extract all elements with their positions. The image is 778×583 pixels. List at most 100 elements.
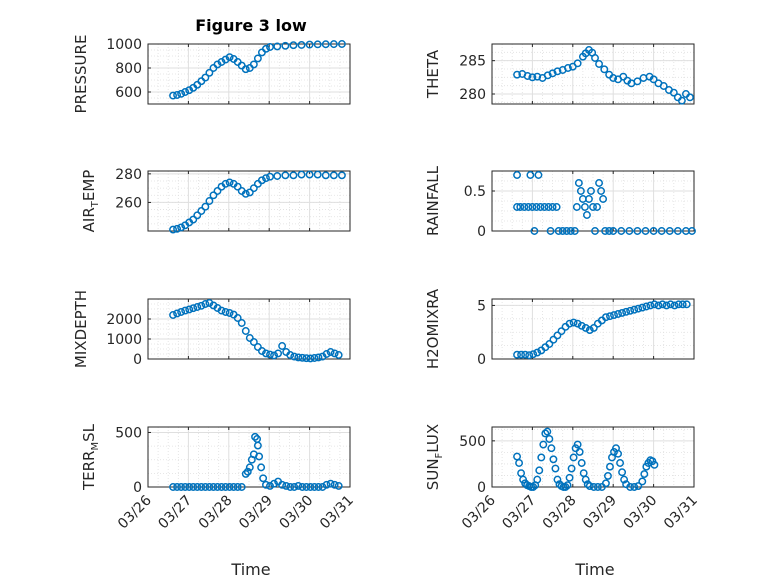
data-point bbox=[213, 483, 222, 491]
data-point bbox=[237, 483, 246, 491]
data-point bbox=[314, 353, 323, 362]
data-point bbox=[549, 335, 558, 344]
data-point bbox=[318, 483, 327, 491]
x-tick-label: 03/30 bbox=[621, 493, 661, 533]
data-point bbox=[546, 227, 555, 235]
data-point bbox=[540, 203, 549, 211]
data-point bbox=[533, 72, 542, 81]
data-point bbox=[282, 481, 291, 490]
data-point bbox=[646, 301, 655, 310]
data-point bbox=[326, 479, 335, 488]
data-point bbox=[553, 67, 562, 76]
data-point bbox=[225, 53, 234, 62]
grid bbox=[148, 171, 350, 231]
data-point bbox=[553, 475, 562, 484]
data-point bbox=[595, 179, 604, 187]
data-point bbox=[603, 471, 612, 480]
data-point bbox=[562, 227, 571, 235]
x-tick-label: 03/30 bbox=[277, 493, 317, 533]
y-tick-label: 500 bbox=[459, 434, 486, 450]
data-point bbox=[566, 227, 575, 235]
data-point bbox=[205, 197, 214, 205]
data-point bbox=[221, 308, 230, 316]
x-tick-label: 03/26 bbox=[115, 492, 155, 532]
data-point bbox=[173, 483, 182, 491]
data-point bbox=[634, 304, 643, 313]
y-tick-label: 500 bbox=[115, 425, 142, 441]
data-point bbox=[641, 227, 650, 235]
data-point bbox=[313, 170, 322, 179]
data-point bbox=[310, 483, 319, 491]
axes-box bbox=[147, 170, 351, 232]
subplot-3: 260 280 AIRTEMP bbox=[80, 167, 351, 234]
data-point bbox=[193, 303, 202, 311]
data-point bbox=[688, 227, 696, 235]
data-point bbox=[209, 191, 218, 200]
data-point bbox=[535, 466, 544, 475]
data-point bbox=[589, 203, 597, 211]
data-point bbox=[281, 41, 290, 50]
data-point bbox=[537, 453, 546, 462]
data-point bbox=[189, 483, 198, 491]
data-point bbox=[618, 468, 627, 477]
data-point bbox=[217, 483, 226, 491]
data-point bbox=[558, 227, 567, 235]
data-point bbox=[553, 331, 562, 340]
data-point bbox=[630, 305, 639, 314]
data-point bbox=[302, 483, 311, 491]
data-point bbox=[257, 176, 266, 185]
data-point bbox=[305, 40, 314, 49]
data-point bbox=[532, 203, 541, 211]
data-point bbox=[273, 42, 282, 51]
data-point bbox=[576, 187, 585, 195]
data-point bbox=[593, 203, 601, 211]
data-point bbox=[634, 482, 643, 491]
data-point bbox=[589, 323, 598, 332]
data-point bbox=[255, 452, 264, 461]
data-point bbox=[177, 308, 186, 316]
data-point bbox=[245, 334, 254, 342]
data-point bbox=[606, 312, 614, 321]
data-point bbox=[583, 480, 592, 489]
y-tick-label: 0 bbox=[477, 480, 486, 496]
x-tick-label: 03/28 bbox=[540, 493, 580, 533]
data-point bbox=[330, 480, 339, 489]
data-point bbox=[541, 429, 550, 438]
data-point bbox=[513, 350, 521, 359]
data-point bbox=[665, 227, 674, 235]
data-point bbox=[561, 483, 570, 491]
subplot-8: 0 500 SUNFLUX 03/26 03/27 03/28 03/29 03/30 03/3… bbox=[424, 424, 701, 533]
data-point bbox=[610, 311, 618, 320]
data-point bbox=[565, 473, 574, 482]
data-point bbox=[622, 307, 631, 316]
axes-box bbox=[491, 43, 695, 105]
data-point bbox=[657, 227, 666, 235]
data-point bbox=[306, 483, 315, 491]
data-series bbox=[169, 432, 343, 491]
data-point bbox=[633, 77, 642, 86]
data-point bbox=[278, 342, 287, 350]
data-point bbox=[614, 449, 622, 458]
data-point bbox=[197, 483, 206, 491]
data-series bbox=[513, 427, 659, 491]
data-point bbox=[322, 480, 331, 489]
subplot-2: 280 285 THETA bbox=[424, 43, 695, 105]
data-point bbox=[181, 88, 190, 96]
data-point bbox=[520, 203, 529, 211]
grid bbox=[492, 427, 694, 488]
y-tick-label: 285 bbox=[459, 54, 486, 70]
data-point bbox=[177, 223, 186, 232]
data-point bbox=[286, 483, 295, 491]
data-point bbox=[201, 202, 210, 211]
y-axis-label: PRESSURE bbox=[72, 35, 90, 114]
data-point bbox=[649, 227, 658, 235]
data-point bbox=[197, 301, 206, 310]
data-point bbox=[243, 467, 252, 476]
data-point bbox=[266, 481, 274, 490]
data-point bbox=[253, 54, 262, 63]
data-point bbox=[565, 319, 574, 328]
data-point bbox=[169, 483, 177, 491]
data-point bbox=[270, 351, 278, 360]
data-point bbox=[321, 40, 330, 49]
data-point bbox=[297, 41, 306, 49]
